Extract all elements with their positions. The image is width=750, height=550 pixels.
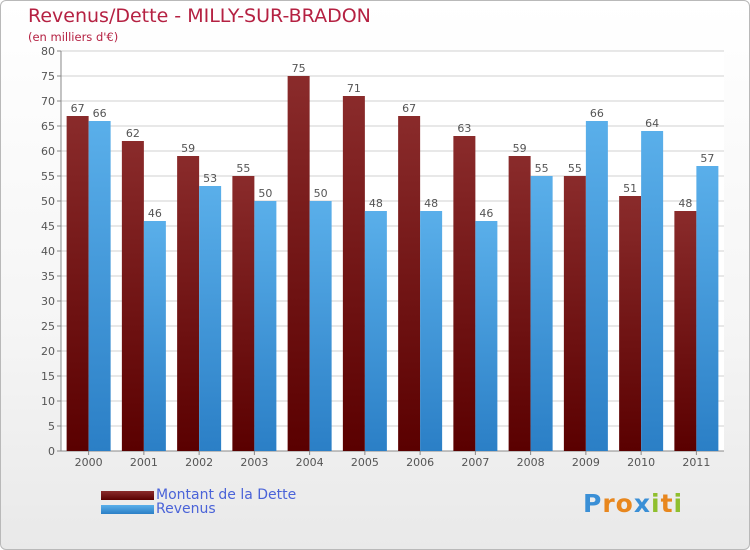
data-label-revenus: 46 bbox=[479, 207, 493, 220]
logo-letter: t bbox=[660, 489, 674, 518]
data-label-revenus: 46 bbox=[148, 207, 162, 220]
data-label-revenus: 66 bbox=[590, 107, 604, 120]
bar-revenus bbox=[585, 121, 608, 451]
y-tick-label: 15 bbox=[41, 370, 55, 383]
y-tick-label: 65 bbox=[41, 120, 55, 133]
x-tick-label: 2004 bbox=[296, 456, 324, 469]
x-tick-label: 2001 bbox=[130, 456, 158, 469]
data-label-revenus: 48 bbox=[424, 197, 438, 210]
bar-dette bbox=[453, 136, 476, 451]
data-label-dette: 55 bbox=[236, 162, 250, 175]
bar-dette bbox=[508, 156, 531, 451]
bar-revenus bbox=[696, 166, 719, 451]
bar-dette bbox=[66, 116, 89, 451]
chart-title: Revenus/Dette - MILLY-SUR-BRADON bbox=[28, 5, 371, 27]
y-tick-label: 20 bbox=[41, 345, 55, 358]
y-tick-label: 0 bbox=[48, 445, 55, 458]
data-label-dette: 55 bbox=[568, 162, 582, 175]
y-tick-label: 80 bbox=[41, 45, 55, 58]
bar-dette bbox=[232, 176, 255, 451]
bar-revenus bbox=[364, 211, 387, 451]
data-label-dette: 59 bbox=[181, 142, 195, 155]
y-tick-label: 70 bbox=[41, 95, 55, 108]
data-label-revenus: 48 bbox=[369, 197, 383, 210]
y-tick-label: 30 bbox=[41, 295, 55, 308]
bar-revenus bbox=[143, 221, 166, 451]
legend-swatch-revenus bbox=[101, 504, 154, 514]
data-label-dette: 51 bbox=[623, 182, 637, 195]
logo-letter: i bbox=[673, 489, 684, 518]
data-label-dette: 75 bbox=[292, 62, 306, 75]
x-tick-label: 2008 bbox=[517, 456, 545, 469]
x-tick-label: 2000 bbox=[75, 456, 103, 469]
data-label-revenus: 57 bbox=[700, 152, 714, 165]
y-tick-label: 45 bbox=[41, 220, 55, 233]
chart-legend: Montant de la Dette Revenus bbox=[101, 488, 296, 516]
y-tick-label: 50 bbox=[41, 195, 55, 208]
data-label-revenus: 53 bbox=[203, 172, 217, 185]
y-tick-label: 10 bbox=[41, 395, 55, 408]
x-tick-label: 2005 bbox=[351, 456, 379, 469]
bar-dette bbox=[177, 156, 200, 451]
logo-letter: P bbox=[583, 489, 603, 518]
data-label-dette: 71 bbox=[347, 82, 361, 95]
x-tick-label: 2002 bbox=[185, 456, 213, 469]
x-tick-label: 2009 bbox=[572, 456, 600, 469]
y-tick-label: 25 bbox=[41, 320, 55, 333]
bar-dette bbox=[563, 176, 586, 451]
bar-dette bbox=[674, 211, 697, 451]
legend-item-revenus: Revenus bbox=[101, 502, 296, 516]
data-label-dette: 48 bbox=[678, 197, 692, 210]
bar-revenus bbox=[254, 201, 277, 451]
x-tick-label: 2007 bbox=[461, 456, 489, 469]
y-tick-label: 55 bbox=[41, 170, 55, 183]
logo-letter: r bbox=[602, 489, 616, 518]
x-tick-label: 2010 bbox=[627, 456, 655, 469]
x-tick-label: 2011 bbox=[682, 456, 710, 469]
y-tick-label: 35 bbox=[41, 270, 55, 283]
data-label-dette: 62 bbox=[126, 127, 140, 140]
data-label-revenus: 50 bbox=[258, 187, 272, 200]
data-label-revenus: 66 bbox=[93, 107, 107, 120]
bar-revenus bbox=[199, 186, 222, 451]
data-label-revenus: 64 bbox=[645, 117, 659, 130]
logo-letter: x bbox=[633, 489, 651, 518]
legend-label-revenus: Revenus bbox=[156, 501, 216, 517]
bar-dette bbox=[121, 141, 144, 451]
y-tick-label: 40 bbox=[41, 245, 55, 258]
legend-label-dette: Montant de la Dette bbox=[156, 487, 297, 503]
bar-revenus bbox=[420, 211, 443, 451]
data-label-dette: 63 bbox=[457, 122, 471, 135]
legend-swatch-dette bbox=[101, 490, 154, 500]
legend-item-dette: Montant de la Dette bbox=[101, 488, 296, 502]
bar-revenus bbox=[309, 201, 332, 451]
bar-revenus bbox=[641, 131, 664, 451]
bar-dette bbox=[287, 76, 310, 451]
chart-subtitle: (en milliers d'€) bbox=[28, 30, 119, 44]
data-label-dette: 67 bbox=[402, 102, 416, 115]
x-tick-label: 2003 bbox=[240, 456, 268, 469]
proxiti-logo: Proxiti bbox=[583, 489, 683, 518]
logo-letter: o bbox=[615, 489, 634, 518]
data-label-dette: 59 bbox=[513, 142, 527, 155]
logo-letter: i bbox=[651, 489, 661, 518]
bar-dette bbox=[398, 116, 421, 451]
data-label-revenus: 55 bbox=[535, 162, 549, 175]
bar-revenus bbox=[475, 221, 498, 451]
y-tick-label: 75 bbox=[41, 70, 55, 83]
data-label-revenus: 50 bbox=[314, 187, 328, 200]
bar-dette bbox=[619, 196, 642, 451]
x-tick-label: 2006 bbox=[406, 456, 434, 469]
y-tick-label: 5 bbox=[48, 420, 55, 433]
bar-dette bbox=[342, 96, 365, 451]
bar-revenus bbox=[88, 121, 111, 451]
y-tick-label: 60 bbox=[41, 145, 55, 158]
bar-revenus bbox=[530, 176, 553, 451]
data-label-dette: 67 bbox=[71, 102, 85, 115]
